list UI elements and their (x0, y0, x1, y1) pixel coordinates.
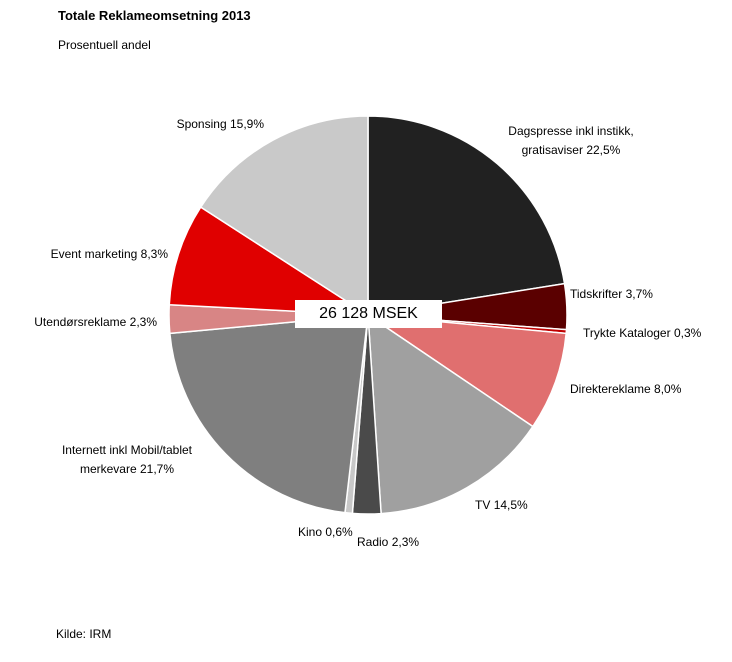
value-label: 15,9% (229, 117, 264, 131)
category-label: Dagspresse inkl instikk, gratisaviser (508, 124, 634, 157)
category-label: Trykte Kataloger (583, 326, 671, 340)
center-label: 26 128 MSEK (295, 300, 442, 328)
slice-label: Radio 2,3% (357, 533, 437, 552)
pie-slice (168, 206, 371, 316)
chart-title: Totale Reklameomsetning 2013 (58, 8, 251, 23)
slice-label: Event marketing 8,3% (8, 245, 168, 264)
pie-slice (367, 313, 534, 515)
slice-label: Sponsing 15,9% (104, 115, 264, 134)
value-label: 21,7% (140, 462, 175, 476)
value-label: 0,6% (325, 525, 353, 539)
slice-label: TV 14,5% (475, 496, 555, 515)
category-label: TV (475, 498, 491, 512)
category-label: Kino (298, 525, 323, 539)
slice-label: Direktereklame 8,0% (570, 380, 700, 399)
value-label: 8,3% (140, 247, 168, 261)
category-label: Tidskrifter (570, 287, 623, 301)
source: Kilde: IRM (56, 627, 112, 641)
value-label: 14,5% (493, 498, 528, 512)
category-label: Utendørsreklame (34, 315, 127, 329)
value-label: 3,7% (625, 287, 653, 301)
slice-label: Kino 0,6% (298, 523, 368, 542)
slice-label: Trykte Kataloger 0,3% (583, 324, 713, 343)
chart-subtitle: Prosentuell andel (58, 38, 151, 52)
category-label: Direktereklame (570, 382, 651, 396)
category-label: Event marketing (50, 247, 138, 261)
pie-slice (169, 314, 369, 514)
slice-label: Internett inkl Mobil/tablet merkevare 21… (57, 441, 197, 479)
value-label: 22,5% (586, 143, 621, 157)
slice-label: Tidskrifter 3,7% (570, 285, 690, 304)
category-label: Radio (357, 535, 389, 549)
value-label: 2,3% (391, 535, 420, 549)
value-label: 8,0% (654, 382, 682, 396)
value-label: 2,3% (129, 315, 157, 329)
pie-slice (367, 314, 567, 428)
slice-label: Dagspresse inkl instikk, gratisaviser 22… (496, 122, 646, 160)
category-label: Sponsing (176, 117, 227, 131)
pie-slice (199, 115, 369, 317)
value-label: 0,3% (673, 326, 702, 340)
category-label: Internett inkl Mobil/tablet merkevare (61, 443, 193, 476)
slice-label: Utendørsreklame 2,3% (0, 313, 157, 332)
pie-slice (367, 115, 566, 316)
